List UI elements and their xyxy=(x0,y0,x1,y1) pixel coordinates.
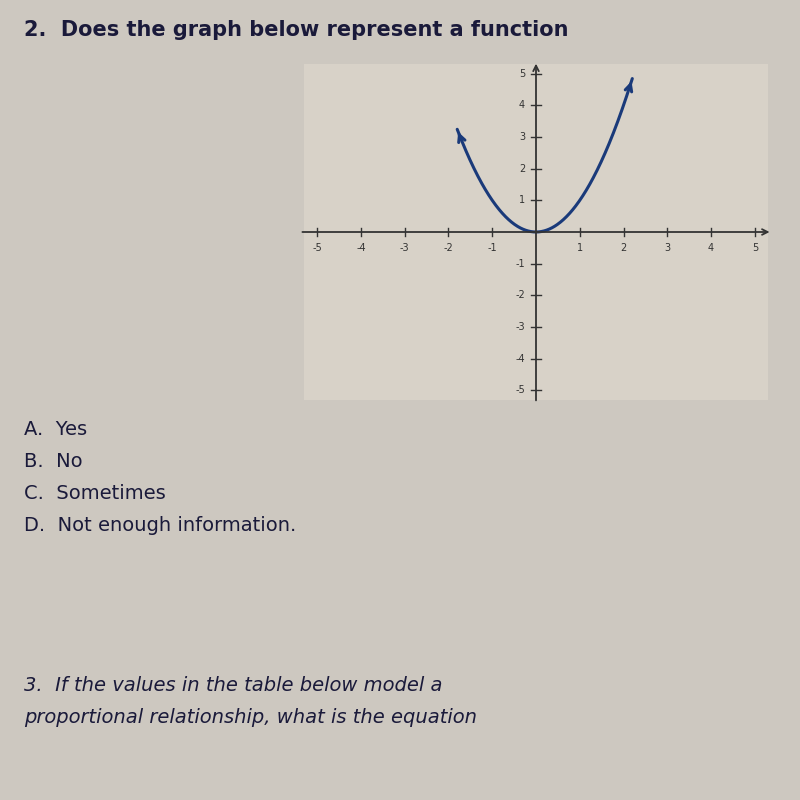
Text: 4: 4 xyxy=(519,100,525,110)
Text: 2: 2 xyxy=(519,164,525,174)
Text: 1: 1 xyxy=(519,195,525,206)
Text: 2.  Does the graph below represent a function: 2. Does the graph below represent a func… xyxy=(24,20,569,40)
Text: B.  No: B. No xyxy=(24,452,82,471)
Text: 5: 5 xyxy=(752,243,758,253)
Text: 5: 5 xyxy=(519,69,525,78)
Text: proportional relationship, what is the equation: proportional relationship, what is the e… xyxy=(24,708,477,727)
Text: -2: -2 xyxy=(443,243,454,253)
Text: 4: 4 xyxy=(708,243,714,253)
Text: -4: -4 xyxy=(515,354,525,364)
Text: 3.  If the values in the table below model a: 3. If the values in the table below mode… xyxy=(24,676,442,695)
Text: 3: 3 xyxy=(519,132,525,142)
Text: 3: 3 xyxy=(664,243,670,253)
Text: 2: 2 xyxy=(621,243,626,253)
Text: A.  Yes: A. Yes xyxy=(24,420,87,439)
Text: -1: -1 xyxy=(515,258,525,269)
Text: -1: -1 xyxy=(487,243,497,253)
Text: -4: -4 xyxy=(356,243,366,253)
Text: -5: -5 xyxy=(515,386,525,395)
Text: D.  Not enough information.: D. Not enough information. xyxy=(24,516,296,535)
Text: 1: 1 xyxy=(577,243,583,253)
Text: -3: -3 xyxy=(400,243,410,253)
Text: -5: -5 xyxy=(312,243,322,253)
Text: C.  Sometimes: C. Sometimes xyxy=(24,484,166,503)
Text: -3: -3 xyxy=(515,322,525,332)
Text: -2: -2 xyxy=(515,290,525,300)
